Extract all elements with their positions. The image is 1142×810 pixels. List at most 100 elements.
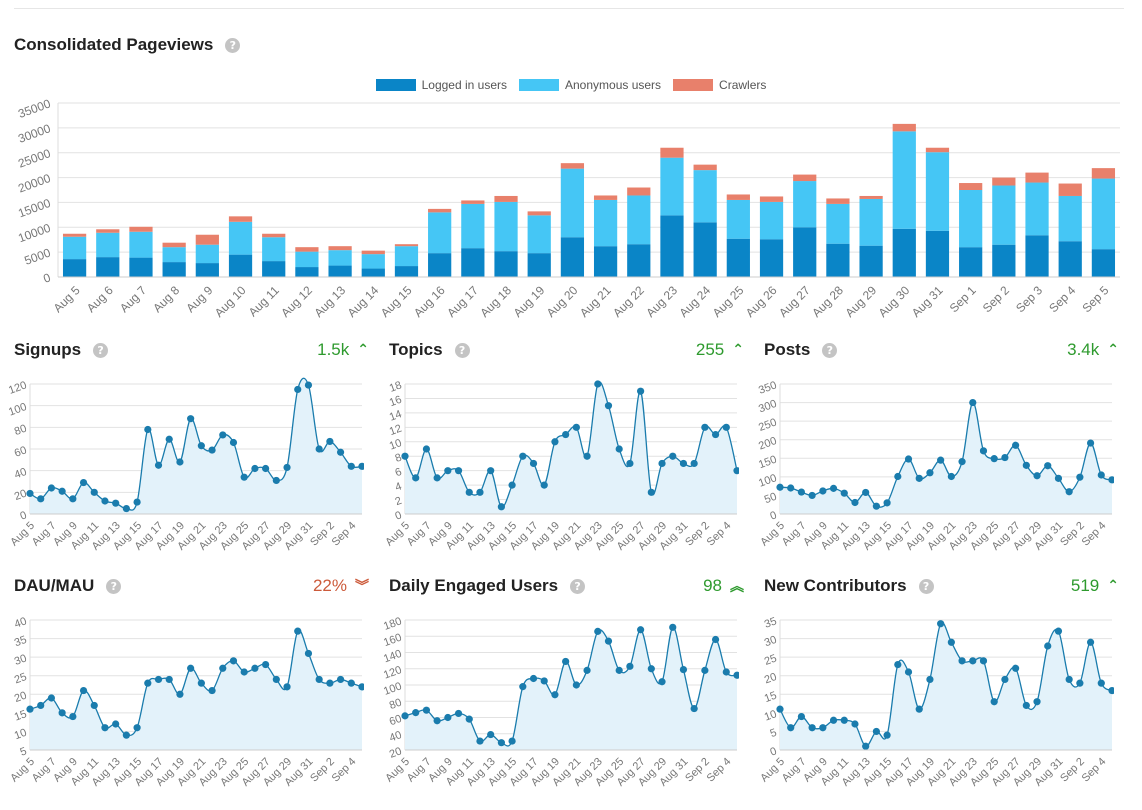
bar-logged-in-users[interactable] (892, 228, 916, 277)
data-point[interactable] (540, 677, 548, 685)
data-point[interactable] (840, 716, 848, 724)
bar-logged-in-users[interactable] (262, 261, 286, 277)
bar-crawlers[interactable] (328, 246, 352, 251)
data-point[interactable] (165, 675, 173, 684)
legend-item-logged[interactable]: Logged in users (375, 78, 507, 92)
bar-anonymous-users[interactable] (461, 203, 485, 249)
data-point[interactable] (283, 683, 291, 691)
data-point[interactable] (240, 473, 248, 481)
data-point[interactable] (958, 657, 966, 665)
bar-crawlers[interactable] (892, 123, 916, 132)
data-point[interactable] (133, 498, 141, 506)
data-point[interactable] (658, 678, 666, 686)
bar-anonymous-users[interactable] (759, 201, 784, 240)
data-point[interactable] (433, 717, 441, 725)
data-point[interactable] (551, 691, 559, 699)
data-point[interactable] (58, 487, 66, 495)
bar-crawlers[interactable] (96, 229, 120, 233)
data-point[interactable] (1022, 701, 1030, 710)
bar-crawlers[interactable] (361, 250, 385, 255)
bar-crawlers[interactable] (428, 208, 452, 213)
data-point[interactable] (465, 488, 473, 496)
bar-crawlers[interactable] (195, 234, 219, 245)
data-point[interactable] (315, 445, 323, 453)
data-point[interactable] (701, 666, 709, 674)
data-point[interactable] (1012, 664, 1020, 672)
data-point[interactable] (1065, 675, 1073, 684)
bar-anonymous-users[interactable] (593, 199, 618, 247)
data-point[interactable] (476, 488, 484, 496)
bar-crawlers[interactable] (693, 164, 717, 171)
data-point[interactable] (690, 459, 698, 468)
data-point[interactable] (529, 459, 538, 468)
data-point[interactable] (347, 462, 355, 470)
data-point[interactable] (733, 671, 739, 679)
data-point[interactable] (1033, 472, 1041, 480)
data-point[interactable] (37, 495, 45, 503)
bar-anonymous-users[interactable] (627, 195, 651, 245)
data-point[interactable] (304, 381, 313, 389)
bar-logged-in-users[interactable] (461, 248, 485, 277)
bar-anonymous-users[interactable] (527, 215, 551, 254)
data-point[interactable] (829, 484, 838, 492)
bar-logged-in-users[interactable] (96, 257, 120, 277)
data-point[interactable] (487, 730, 495, 739)
data-point[interactable] (669, 452, 677, 460)
data-point[interactable] (176, 690, 184, 698)
data-point[interactable] (1097, 471, 1105, 479)
data-point[interactable] (679, 459, 688, 468)
bar-logged-in-users[interactable] (726, 238, 750, 277)
data-point[interactable] (572, 681, 580, 689)
data-point[interactable] (1044, 462, 1052, 470)
data-point[interactable] (401, 712, 409, 720)
bar-crawlers[interactable] (759, 196, 784, 202)
data-point[interactable] (358, 462, 364, 470)
data-point[interactable] (594, 380, 602, 388)
data-point[interactable] (679, 665, 688, 674)
data-point[interactable] (508, 737, 516, 745)
data-point[interactable] (915, 705, 923, 713)
bar-crawlers[interactable] (992, 177, 1016, 186)
data-point[interactable] (926, 469, 934, 477)
data-point[interactable] (787, 484, 795, 492)
data-point[interactable] (969, 398, 977, 407)
data-point[interactable] (165, 435, 173, 443)
data-point[interactable] (422, 445, 431, 453)
bar-logged-in-users[interactable] (560, 237, 585, 277)
data-point[interactable] (336, 448, 345, 456)
data-point[interactable] (862, 488, 870, 497)
bar-logged-in-users[interactable] (394, 266, 419, 277)
bar-logged-in-users[interactable] (428, 253, 452, 277)
bar-anonymous-users[interactable] (62, 236, 87, 260)
data-point[interactable] (101, 724, 109, 732)
data-point[interactable] (454, 467, 463, 475)
bar-crawlers[interactable] (925, 147, 950, 153)
data-point[interactable] (219, 664, 227, 672)
data-point[interactable] (690, 704, 698, 713)
data-point[interactable] (262, 464, 270, 473)
data-point[interactable] (90, 488, 98, 496)
data-point[interactable] (101, 497, 109, 505)
data-point[interactable] (326, 437, 334, 446)
data-point[interactable] (626, 662, 634, 670)
data-point[interactable] (154, 675, 163, 684)
data-point[interactable] (412, 474, 420, 482)
bar-logged-in-users[interactable] (992, 244, 1016, 277)
data-point[interactable] (154, 461, 163, 469)
bar-crawlers[interactable] (527, 211, 551, 216)
data-point[interactable] (594, 627, 602, 635)
data-point[interactable] (562, 430, 570, 439)
data-point[interactable] (401, 452, 409, 460)
bar-logged-in-users[interactable] (759, 239, 784, 277)
data-point[interactable] (79, 686, 88, 695)
data-point[interactable] (262, 660, 270, 669)
bar-crawlers[interactable] (826, 198, 850, 204)
data-point[interactable] (315, 675, 323, 684)
data-point[interactable] (947, 472, 955, 481)
data-point[interactable] (240, 668, 248, 676)
bar-anonymous-users[interactable] (560, 168, 585, 238)
data-point[interactable] (958, 458, 966, 466)
data-point[interactable] (444, 713, 452, 722)
data-point[interactable] (1001, 675, 1009, 684)
bar-anonymous-users[interactable] (494, 201, 518, 252)
